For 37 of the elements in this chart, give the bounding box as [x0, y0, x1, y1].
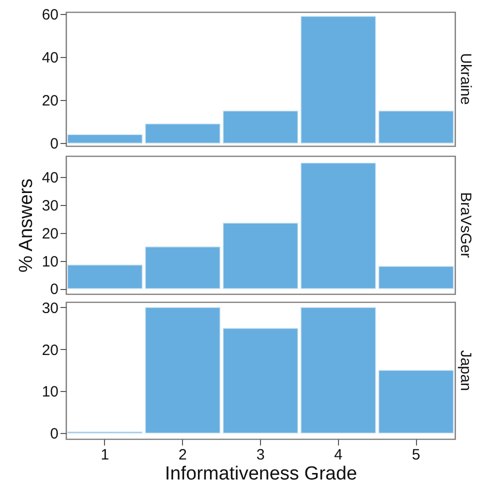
- bar: [378, 266, 454, 290]
- y-tick-label: 30: [42, 197, 58, 214]
- y-tick-label: 10: [42, 384, 58, 401]
- y-tick-label: 20: [42, 92, 58, 110]
- y-tick-label: 0: [50, 426, 58, 443]
- bar: [300, 307, 376, 434]
- y-tick-label: 40: [42, 50, 58, 67]
- y-tick-label: 40: [42, 169, 58, 186]
- bar: [67, 264, 143, 290]
- y-tick-label: 0: [50, 136, 58, 153]
- x-tick-label: 2: [178, 446, 187, 464]
- text: BraVsGer: [457, 192, 474, 258]
- x-tick-label: 5: [412, 446, 420, 464]
- bar: [67, 134, 143, 144]
- y-tick-label: 30: [42, 300, 58, 317]
- y-tick-label: 10: [42, 253, 58, 270]
- bar: [300, 162, 376, 290]
- y-axis-title: % Answers: [16, 178, 37, 272]
- x-tick-label: 4: [334, 446, 342, 464]
- bar: [144, 307, 220, 434]
- y-tick-label: 20: [42, 342, 58, 359]
- y-tick-label: 60: [42, 6, 58, 24]
- y-tick-label: 0: [50, 281, 58, 298]
- bar: [222, 110, 298, 144]
- bar: [222, 222, 298, 290]
- y-tick-label: 20: [42, 225, 58, 242]
- bar: [300, 16, 376, 144]
- bar: [144, 123, 220, 144]
- text: Ukraine: [457, 53, 474, 105]
- bar: [378, 370, 454, 434]
- bar: [222, 328, 298, 434]
- bar: [378, 110, 454, 144]
- x-tick-label: 3: [256, 446, 265, 464]
- x-tick-label: 1: [100, 446, 110, 464]
- text: Japan: [457, 350, 474, 391]
- x-axis-title: Informativeness Grade: [164, 464, 358, 484]
- bar: [144, 246, 220, 290]
